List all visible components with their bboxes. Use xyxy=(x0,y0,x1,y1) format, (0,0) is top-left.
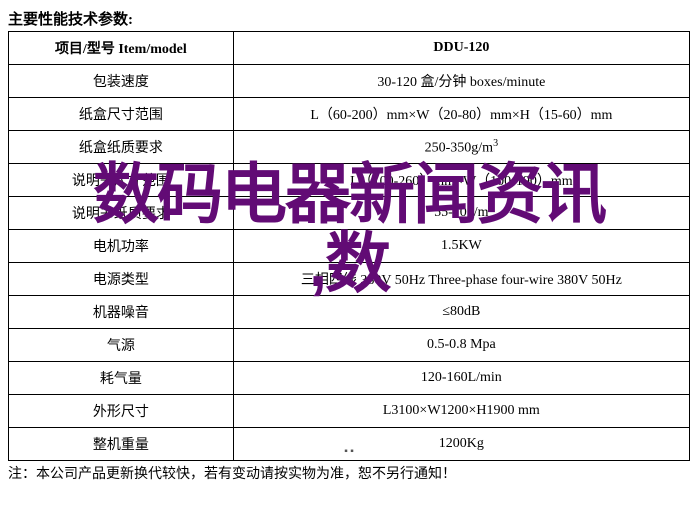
row-value: 55-70g/m xyxy=(233,197,689,230)
header-model-value: DDU-120 xyxy=(233,32,689,65)
row-label: 耗气量 xyxy=(9,362,234,395)
section-heading: 主要性能技术参数: xyxy=(8,8,690,29)
table-row: 气源0.5-0.8 Mpa xyxy=(9,329,690,362)
row-label: 说明书尺寸范围 xyxy=(9,164,234,197)
row-label: 机器噪音 xyxy=(9,296,234,329)
table-row: 纸盒尺寸范围L（60-200）mm×W（20-80）mm×H（15-60）mm xyxy=(9,98,690,131)
table-row: 纸盒纸质要求250-350g/m3 xyxy=(9,131,690,164)
header-item-model: 项目/型号 Item/model xyxy=(9,32,234,65)
row-value: 120-160L/min xyxy=(233,362,689,395)
row-label: 外形尺寸 xyxy=(9,395,234,428)
table-row: 电机功率1.5KW xyxy=(9,230,690,263)
row-value: 0.5-0.8 Mpa xyxy=(233,329,689,362)
row-label: 纸盒尺寸范围 xyxy=(9,98,234,131)
row-label: 电源类型 xyxy=(9,263,234,296)
row-label: 说明书纸质要求 xyxy=(9,197,234,230)
table-row: 整机重量1200Kg xyxy=(9,428,690,461)
table-row: 说明书尺寸范围L（100-260）mm×W（100-190）mm xyxy=(9,164,690,197)
row-value: 三相四线 380V 50Hz Three-phase four-wire 380… xyxy=(233,263,689,296)
table-row: 机器噪音≤80dB xyxy=(9,296,690,329)
row-value: 30-120 盒/分钟 boxes/minute xyxy=(233,65,689,98)
row-value: L（100-260）mm×W（100-190）mm xyxy=(233,164,689,197)
spec-table-body: 包装速度30-120 盒/分钟 boxes/minute纸盒尺寸范围L（60-2… xyxy=(9,65,690,461)
row-value: 250-350g/m3 xyxy=(233,131,689,164)
table-row: 耗气量120-160L/min xyxy=(9,362,690,395)
row-label: 整机重量 xyxy=(9,428,234,461)
row-label: 纸盒纸质要求 xyxy=(9,131,234,164)
table-row: 包装速度30-120 盒/分钟 boxes/minute xyxy=(9,65,690,98)
table-row: 电源类型三相四线 380V 50Hz Three-phase four-wire… xyxy=(9,263,690,296)
row-value: 1200Kg xyxy=(233,428,689,461)
footnote: 注：本公司产品更新换代较快，若有变动请按实物为准，恕不另行通知！ xyxy=(8,463,690,483)
row-label: 电机功率 xyxy=(9,230,234,263)
row-value: L3100×W1200×H1900 mm xyxy=(233,395,689,428)
row-label: 气源 xyxy=(9,329,234,362)
row-label: 包装速度 xyxy=(9,65,234,98)
row-value: ≤80dB xyxy=(233,296,689,329)
table-row: 外形尺寸L3100×W1200×H1900 mm xyxy=(9,395,690,428)
row-value: 1.5KW xyxy=(233,230,689,263)
spec-table: 项目/型号 Item/model DDU-120 包装速度30-120 盒/分钟… xyxy=(8,31,690,461)
table-row: 说明书纸质要求55-70g/m xyxy=(9,197,690,230)
row-value: L（60-200）mm×W（20-80）mm×H（15-60）mm xyxy=(233,98,689,131)
